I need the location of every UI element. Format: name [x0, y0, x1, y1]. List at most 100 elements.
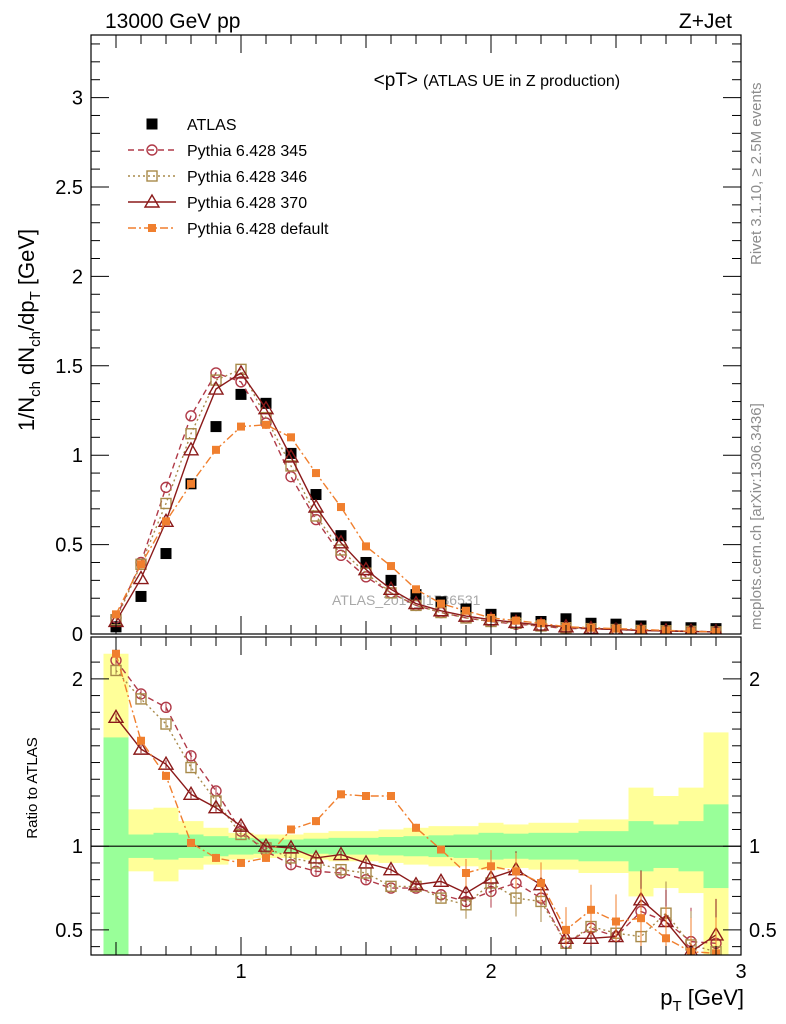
ratio-point-2-19 — [582, 929, 600, 944]
ratio-point-3-16 — [512, 867, 520, 876]
ratio-point-2-13 — [432, 872, 450, 888]
point-3-6 — [257, 400, 275, 415]
point-3-9 — [332, 534, 350, 549]
point-2-4 — [210, 374, 222, 386]
y-label-sub-2: ch — [27, 331, 44, 347]
ratio-point-3-7 — [287, 825, 295, 834]
point-0-12 — [410, 589, 422, 601]
main-series-group — [107, 363, 723, 634]
main-ytick-label-1: 0.5 — [55, 535, 83, 557]
point-0-1 — [135, 590, 147, 602]
point-3-13 — [432, 602, 450, 617]
ratio-point-2-9 — [332, 846, 350, 861]
point-0-5 — [235, 388, 247, 400]
legend: ATLAS Pythia 6.428 345 Pythia 6.428 346 Pyt… — [128, 117, 329, 238]
ratio-point-3-15 — [487, 862, 495, 871]
ratio-point-1-3 — [185, 761, 197, 774]
main-ytick-label-2: 1 — [72, 445, 83, 467]
ratio-point-2-5 — [232, 817, 250, 832]
point-4-1 — [137, 560, 145, 569]
y-axis-label: 1/Nch dNch/dpT [GeV] — [14, 229, 44, 431]
x-axis-label: pT [GeV] — [660, 985, 744, 1015]
point-2-3 — [185, 428, 197, 440]
ratio-line-3 — [115, 653, 717, 954]
main-ytick-label-4: 2 — [72, 266, 83, 288]
point-4-10 — [362, 542, 370, 551]
ratio-point-1-9 — [335, 863, 347, 876]
point-3-7 — [282, 448, 300, 463]
ratio-point-3-4 — [212, 853, 220, 862]
ratio-axis-label: Ratio to ATLAS — [24, 737, 41, 838]
point-3-4 — [207, 380, 225, 395]
ratio-point-2-14 — [457, 884, 475, 899]
ratio-axes: 0.5 0.5 1 1 2 2 1 2 3 — [55, 636, 777, 983]
ratio-point-3-14 — [462, 868, 470, 877]
point-1-4 — [210, 367, 222, 379]
y-label-part-1: 1/N — [14, 397, 39, 431]
ratio-ytick-label-left-2: 2 — [72, 669, 83, 691]
point-3-11 — [382, 580, 400, 595]
point-2-8 — [310, 510, 322, 522]
ratio-point-3-18 — [562, 925, 570, 934]
ratio-panel: 0.5 0.5 1 1 2 2 1 2 3 Ratio to ATLAS — [24, 636, 777, 983]
ratio-point-3-6 — [262, 853, 270, 862]
ratio-point-3-17 — [537, 879, 545, 888]
main-ytick-label-6: 3 — [72, 88, 83, 110]
main-data-layer — [107, 363, 723, 634]
ratio-point-2-1 — [132, 740, 150, 755]
main-ytick-label-3: 1.5 — [55, 356, 83, 378]
legend-label-1: Pythia 6.428 345 — [187, 143, 307, 160]
y-label-part-4: [GeV] — [14, 229, 39, 291]
ratio-point-2-6 — [257, 837, 275, 852]
ratio-ytick-label-left-0: 0.5 — [55, 920, 83, 942]
legend-marker-2 — [146, 170, 158, 182]
ratio-point-3-19 — [587, 905, 595, 914]
ratio-point-2-3 — [182, 785, 200, 801]
ratio-point-3-10 — [362, 792, 370, 800]
ratio-point-2-0 — [107, 708, 125, 724]
point-3-3 — [182, 441, 200, 456]
ratio-point-3-9 — [337, 790, 345, 799]
x-tick-label-0: 1 — [235, 961, 246, 983]
point-4-0 — [112, 610, 120, 619]
ratio-point-1-1 — [135, 693, 147, 705]
main-axes: 0 0.5 1 1.5 2 2.5 3 — [55, 34, 742, 646]
point-1-7 — [285, 470, 297, 483]
point-4-12 — [412, 585, 420, 594]
ratio-point-1-2 — [160, 718, 172, 730]
point-3-14 — [457, 607, 475, 622]
point-0-4 — [210, 421, 222, 433]
ratio-point-3-12 — [412, 823, 420, 832]
ratio-point-0-3 — [185, 750, 197, 762]
ratio-point-3-13 — [437, 845, 445, 854]
main-ytick-label-5: 2.5 — [55, 177, 83, 199]
point-3-1 — [132, 570, 150, 585]
legend-label-0: ATLAS — [187, 117, 237, 134]
point-1-5 — [235, 376, 247, 388]
point-0-7 — [285, 447, 297, 459]
point-3-10 — [357, 561, 375, 576]
point-4-7 — [287, 433, 295, 442]
point-4-9 — [337, 503, 345, 512]
point-1-3 — [185, 410, 197, 422]
ratio-point-3-1 — [137, 736, 145, 745]
point-3-8 — [307, 498, 325, 513]
ratio-point-2-4 — [207, 799, 225, 814]
point-0-6 — [260, 397, 272, 409]
ratio-point-3-2 — [162, 771, 170, 780]
main-ytick-label-0: 0 — [72, 624, 83, 646]
legend-marker-0 — [146, 118, 158, 130]
y-label-sub-1: ch — [27, 381, 44, 397]
point-4-5 — [237, 422, 245, 431]
ratio-data-layer — [91, 649, 741, 955]
legend-marker-1 — [146, 144, 158, 156]
point-0-8 — [310, 489, 322, 501]
ratio-point-2-10 — [357, 854, 375, 869]
point-4-13 — [437, 599, 445, 608]
ratio-point-3-3 — [187, 838, 195, 847]
legend-marker-3 — [143, 193, 161, 208]
energy-label: 13000 GeV pp — [105, 10, 240, 33]
point-2-9 — [335, 544, 347, 556]
point-4-14 — [462, 606, 470, 615]
ratio-point-2-7 — [282, 839, 300, 854]
